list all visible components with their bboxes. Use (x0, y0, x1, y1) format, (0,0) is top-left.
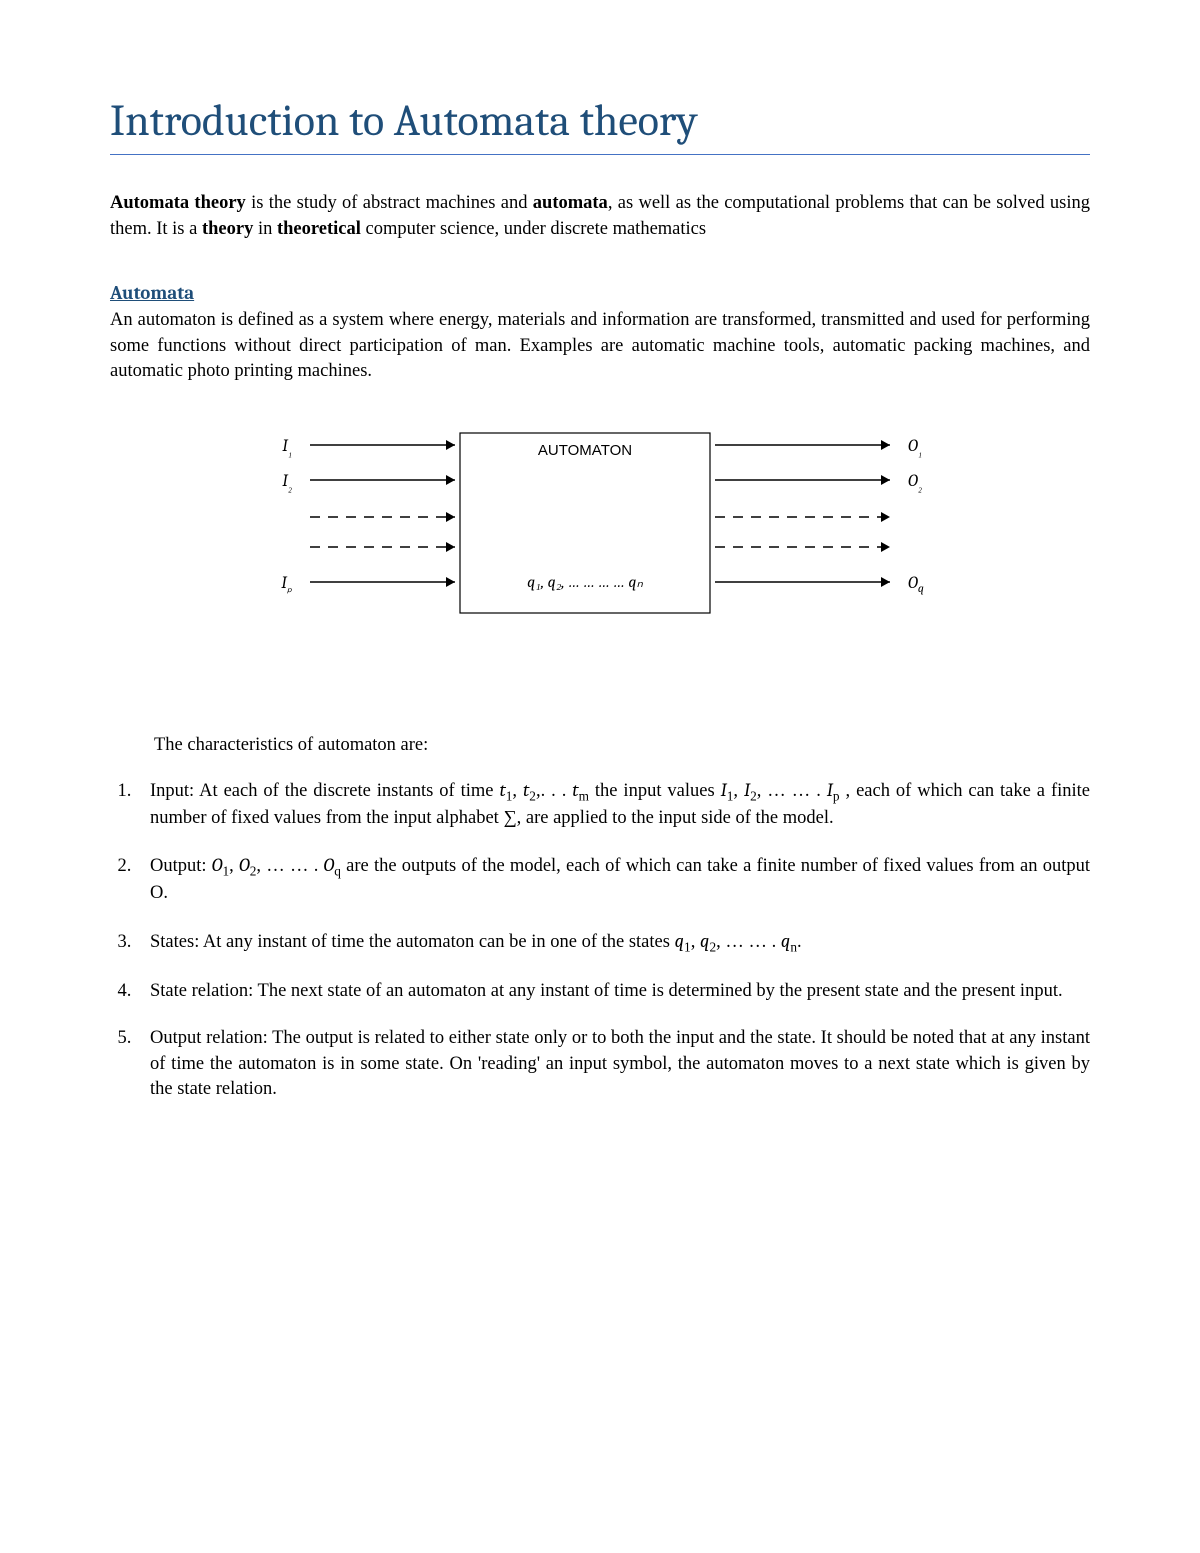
svg-text:Oq: Oq (908, 574, 924, 595)
section-heading-automata: Automata (110, 282, 1090, 304)
characteristic-item-3: States: At any instant of time the autom… (136, 929, 1090, 957)
svg-text:AUTOMATON: AUTOMATON (538, 442, 632, 459)
characteristic-item-2: Output: O1, O2, … … . Oq are the outputs… (136, 853, 1090, 907)
characteristic-item-1: Input: At each of the discrete instants … (136, 778, 1090, 832)
characteristics-intro: The characteristics of automaton are: (154, 735, 1090, 756)
svg-text:O₂: O₂ (908, 472, 922, 493)
page-title: Introduction to Automata theory (110, 95, 1090, 155)
automata-definition: An automaton is defined as a system wher… (110, 308, 1090, 385)
svg-text:q₁, q₂, … … … … qₙ: q₁, q₂, … … … … qₙ (527, 573, 643, 591)
characteristics-list: Input: At each of the discrete instants … (110, 778, 1090, 1103)
automaton-diagram-svg: AUTOMATON q₁, q₂, … … … … qₙ I₁ I₂ Iₚ O₁ O₂ Oq (230, 425, 970, 645)
automaton-diagram: AUTOMATON q₁, q₂, … … … … qₙ I₁ I₂ Iₚ O₁ O₂ Oq (110, 425, 1090, 645)
svg-text:O₁: O₁ (908, 437, 922, 458)
characteristic-item-4: State relation: The next state of an aut… (136, 979, 1090, 1005)
characteristic-item-5: Output relation: The output is related t… (136, 1026, 1090, 1103)
intro-paragraph: Automata theory is the study of abstract… (110, 191, 1090, 242)
svg-text:I₂: I₂ (282, 472, 292, 493)
svg-text:I₁: I₁ (282, 437, 292, 458)
svg-text:Iₚ: Iₚ (281, 574, 293, 595)
